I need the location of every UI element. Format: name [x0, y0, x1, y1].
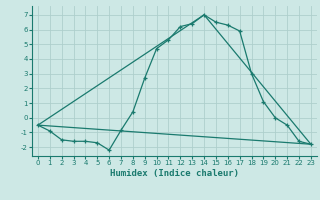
X-axis label: Humidex (Indice chaleur): Humidex (Indice chaleur): [110, 169, 239, 178]
